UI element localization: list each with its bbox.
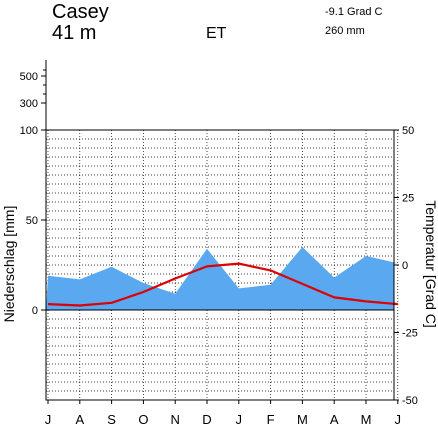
right-tick-label: 25 [402,193,414,205]
annual-precipitation: 260 mm [325,25,365,37]
month-tick-label: N [171,412,180,427]
month-tick-label: A [330,412,339,427]
month-tick-label: O [138,412,148,427]
temperature-line [47,262,398,307]
month-tick-label: M [361,412,372,427]
left-upper-tick-label: 500 [20,71,38,83]
right-tick-label: -25 [402,328,418,340]
month-tick-label: J [45,412,52,427]
left-tick-label: 50 [26,215,38,227]
station-name: Casey [52,1,109,23]
month-tick-label: J [236,412,243,427]
precipitation-area [46,247,398,310]
mean-temperature: -9.1 Grad C [325,6,383,18]
right-tick-label: 0 [402,260,408,272]
month-tick-label: S [107,412,116,427]
month-tick-label: D [202,412,211,427]
left-tick-label: 0 [32,305,38,317]
month-tick-label: M [297,412,308,427]
station-elevation: 41 m [52,22,96,44]
month-tick-label: J [395,412,402,427]
right-axis-label: Temperatur [Grad C] [423,200,438,328]
left-tick-label: 100 [20,125,38,137]
right-tick-label: 50 [402,125,414,137]
climate-class: ET [206,25,227,42]
right-tick-label: -50 [402,395,418,407]
left-upper-tick-label: 300 [20,98,38,110]
month-tick-label: A [75,412,84,427]
month-tick-label: F [267,412,275,427]
left-axis-label: Niederschlag [mm] [1,206,17,323]
